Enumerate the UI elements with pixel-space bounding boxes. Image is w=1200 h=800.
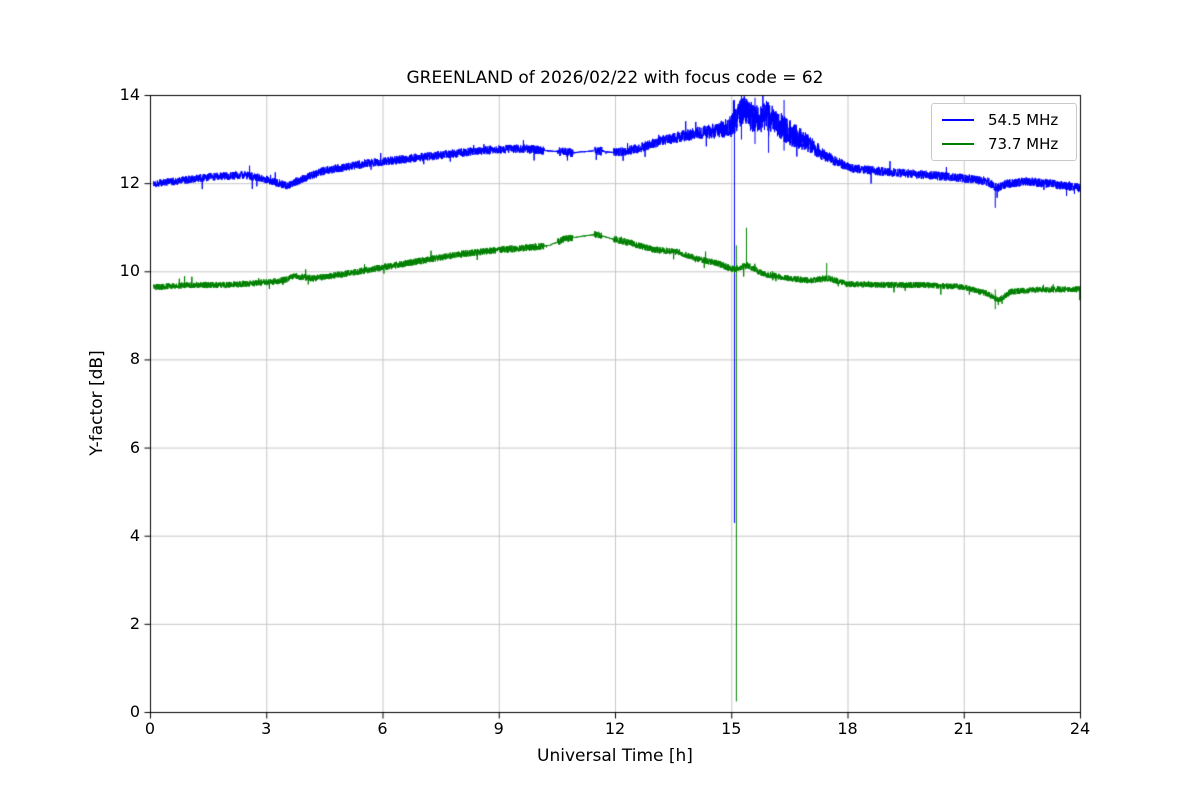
x-tick-label: 12 (604, 719, 626, 738)
y-tick-label: 14 (119, 85, 140, 104)
legend-item: 73.7 MHz (942, 135, 1066, 153)
legend-label: 54.5 MHz (988, 111, 1059, 129)
x-tick-label: 15 (721, 719, 742, 738)
y-tick-label: 6 (129, 437, 140, 457)
y-tick-label: 4 (129, 525, 140, 545)
y-tick-label: 0 (129, 702, 140, 721)
x-tick-label: 21 (953, 719, 974, 738)
legend: 54.5 MHz 73.7 MHz (931, 103, 1077, 161)
y-tick-label: 8 (129, 349, 140, 369)
legend-label: 73.7 MHz (988, 135, 1059, 153)
x-tick-label: 18 (837, 719, 858, 738)
legend-item: 54.5 MHz (942, 111, 1066, 129)
x-tick-label: 3 (261, 719, 272, 738)
x-tick-label: 24 (1069, 719, 1091, 738)
legend-line-blue-icon (942, 119, 974, 121)
y-tick-label: 2 (129, 613, 140, 633)
y-tick-label: 10 (119, 261, 140, 281)
legend-line-green-icon (942, 143, 974, 145)
chart-title: GREENLAND of 2026/02/22 with focus code … (406, 68, 824, 88)
x-tick-label: 6 (377, 719, 388, 738)
x-tick-label: 0 (144, 719, 156, 738)
y-tick-label: 12 (119, 173, 140, 193)
x-axis-label: Universal Time [h] (537, 746, 693, 766)
x-tick-label: 9 (493, 719, 504, 738)
